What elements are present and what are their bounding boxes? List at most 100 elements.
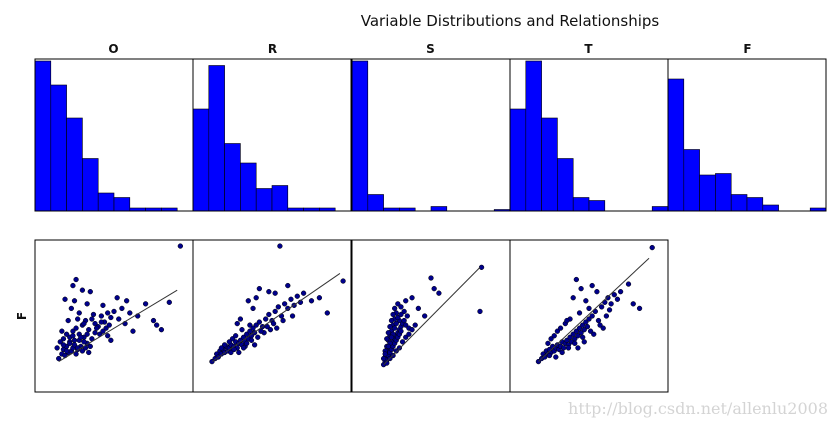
scatter-point [393,320,399,327]
scatter-point [263,316,269,322]
scatter-point [92,320,98,327]
scatter-point [606,307,613,313]
scatter-point [264,323,270,330]
scatter-point [166,299,172,305]
histogram-bar [683,149,700,212]
scatter-point [554,328,561,334]
scatter-point [87,343,93,350]
scatter-point [583,298,589,304]
scatter-point [62,296,68,302]
scatter-point [245,298,251,304]
scatter-point [428,275,434,281]
scatter-point [150,317,157,324]
scatter-point [272,308,278,315]
scatter-point [597,322,603,328]
histogram-o [34,58,194,212]
scatter-point [281,301,288,307]
scatter-point [78,334,84,340]
scatter-point [401,317,407,324]
histogram-f [667,58,827,212]
scatter-point [142,301,149,307]
scatter-point [581,339,587,345]
scatter-point [250,305,256,312]
histogram-frame [351,58,511,212]
scatter-point [586,305,592,312]
histogram-r [192,58,352,212]
scatter-point [576,325,583,331]
histogram-bar [715,173,732,212]
scatter-point [388,317,395,324]
histogram-bar [271,185,289,212]
scatter-point [93,325,100,331]
histogram-s [351,58,511,212]
scatter-point [404,313,410,319]
scatter-point [158,327,165,333]
scatter-point [98,313,105,319]
scatter-point [589,282,595,289]
fit-line [58,289,178,363]
column-titles: O R S T F [108,42,751,56]
column-title-t: T [584,42,593,56]
histogram-bar [667,78,685,212]
scatter-point [285,282,291,289]
scatter-point [86,327,92,333]
scatter-point [127,310,133,316]
column-title-f: F [743,42,751,56]
histogram-bar [240,162,257,212]
scatter-point [478,264,485,271]
fit-line [538,257,650,362]
scatter-point [401,308,407,315]
scatter-point [75,316,81,322]
scatter-point [630,301,636,307]
scatter-point [589,313,595,319]
scatter-point [591,331,597,337]
scatter-point [236,349,242,356]
column-title-r: R [268,42,277,56]
scatter-point [234,320,240,327]
scatter-point [575,345,581,351]
scatter-point [56,355,62,362]
scatter-point [177,243,184,249]
histogram-bar [224,143,241,212]
watermark: http://blog.csdn.net/allenlu2008 [568,399,828,418]
scatter-point [280,317,286,324]
scatter-point [253,295,259,301]
histogram-t [509,58,669,212]
scatter-point [586,316,592,322]
scatter-point [431,285,437,292]
scatter-point [583,319,589,325]
scatter-point [409,327,415,333]
scatter-point [274,325,280,331]
scatter-point [73,276,79,283]
scatter-point [578,285,584,292]
scatter-point [565,345,572,351]
scatter-point [390,311,396,318]
scatter-point [396,345,403,351]
scatter-point [266,289,272,295]
scatter-point [614,296,621,302]
scatter-point [111,308,117,315]
scatter-point [617,289,624,295]
scatter-point [253,322,259,328]
histogram-bar [541,117,558,212]
scatter-point [406,331,412,337]
histogram-bar [572,197,590,212]
histogram-row [34,58,827,212]
scatter-point [98,319,105,325]
histogram-bar [50,84,67,212]
scatter-point [226,339,232,345]
scatter-point [90,311,97,318]
scatter-point [564,317,570,324]
scatter-point [103,325,109,331]
scatter-point [573,328,580,334]
histogram-bar [651,206,669,212]
scatter-point [398,328,404,334]
scatter-point [392,305,398,312]
scatter-point [106,322,112,328]
scatter-point [436,290,442,296]
scatter-point [580,334,586,340]
scatter-point [551,333,557,339]
scatter-point [116,316,122,322]
scatter-point [73,325,79,331]
